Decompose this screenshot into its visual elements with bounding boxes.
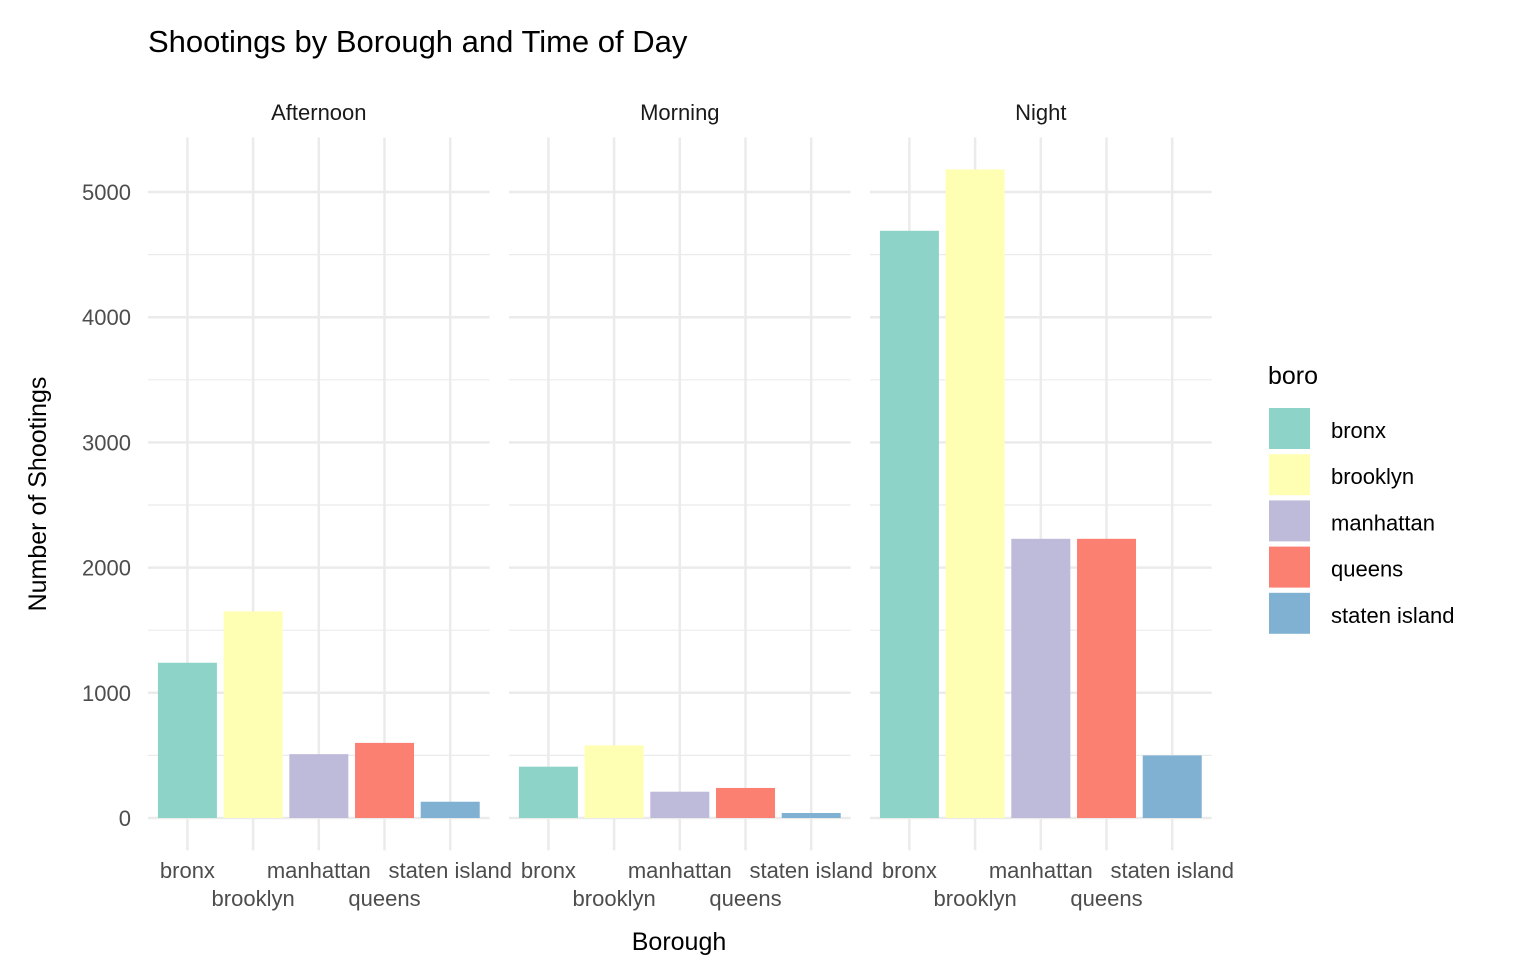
y-tick-label: 4000	[82, 305, 131, 330]
bar-morning-brooklyn	[584, 745, 644, 818]
x-axis-label: Borough	[632, 928, 727, 956]
facet-strip-label: Morning	[640, 100, 719, 125]
legend-key-brooklyn	[1269, 454, 1310, 496]
bar-night-manhattan	[1011, 538, 1071, 818]
bar-afternoon-brooklyn	[223, 611, 283, 818]
x-tick-label: bronx	[160, 858, 215, 883]
y-tick-label: 0	[119, 806, 131, 831]
bar-afternoon-staten-island	[420, 801, 480, 818]
y-tick-label: 5000	[82, 180, 131, 205]
bar-night-bronx	[879, 230, 939, 818]
facet-panel-afternoon: bronx brooklyn manhattan queens staten islan…	[148, 100, 512, 911]
chart-title: Shootings by Borough and Time of Day	[148, 24, 688, 59]
x-tick-label: manhattan	[267, 858, 371, 883]
bar-night-brooklyn	[945, 169, 1005, 819]
x-tick-label: brooklyn	[934, 886, 1017, 911]
bar-afternoon-manhattan	[289, 754, 349, 818]
legend-label: bronx	[1331, 418, 1386, 443]
bar-morning-bronx	[518, 766, 578, 818]
facet-strip-label: Afternoon	[271, 100, 366, 125]
facet-strip-label: Night	[1015, 100, 1066, 125]
x-tick-label: bronx	[521, 858, 576, 883]
x-tick-label: manhattan	[989, 858, 1093, 883]
x-tick-label: manhattan	[628, 858, 732, 883]
x-tick-label: brooklyn	[573, 886, 656, 911]
y-tick-label: 3000	[82, 430, 131, 455]
legend: boro bronx brooklyn manhattan queens staten …	[1268, 362, 1455, 634]
legend-title: boro	[1268, 362, 1318, 390]
bar-night-staten-island	[1142, 755, 1202, 818]
bar-morning-manhattan	[650, 791, 710, 818]
legend-key-staten-island	[1269, 592, 1310, 634]
bar-afternoon-queens	[355, 742, 415, 818]
facet-panel-night: bronx brooklyn manhattan queens staten islan…	[870, 100, 1234, 911]
legend-label: queens	[1331, 557, 1403, 582]
x-tick-label: queens	[348, 886, 420, 911]
y-tick-label: 2000	[82, 556, 131, 581]
x-tick-label: staten island	[749, 858, 873, 883]
legend-label: brooklyn	[1331, 464, 1414, 489]
legend-label: staten island	[1331, 603, 1455, 628]
bar-morning-queens	[716, 787, 776, 818]
bar-afternoon-bronx	[157, 662, 217, 818]
facet-panel-morning: bronx brooklyn manhattan queens staten islan…	[509, 100, 873, 911]
bar-morning-staten-island	[781, 812, 841, 818]
x-tick-label: queens	[1070, 886, 1142, 911]
x-tick-label: queens	[709, 886, 781, 911]
legend-label: manhattan	[1331, 510, 1435, 535]
legend-key-manhattan	[1269, 500, 1310, 542]
x-tick-label: brooklyn	[212, 886, 295, 911]
legend-key-queens	[1269, 546, 1310, 588]
x-tick-label: staten island	[1110, 858, 1234, 883]
x-tick-label: staten island	[388, 858, 512, 883]
y-tick-label: 1000	[82, 681, 131, 706]
legend-key-bronx	[1269, 408, 1310, 449]
y-axis-label: Number of Shootings	[24, 377, 52, 612]
bar-night-queens	[1077, 538, 1137, 818]
x-tick-label: bronx	[882, 858, 937, 883]
